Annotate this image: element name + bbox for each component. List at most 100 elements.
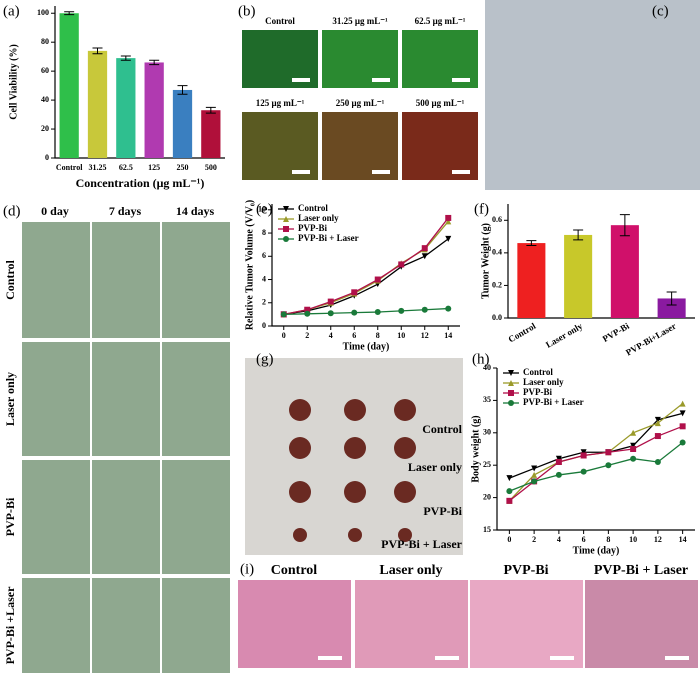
bar xyxy=(59,13,79,158)
mouse-image xyxy=(162,460,230,574)
x-tick-label: 10 xyxy=(629,535,637,544)
scale-bar xyxy=(435,656,459,660)
bar xyxy=(610,225,639,318)
image-label: Laser only xyxy=(379,563,442,578)
x-tick-label: 8 xyxy=(376,331,380,340)
data-point xyxy=(630,429,637,436)
data-point xyxy=(679,400,686,407)
x-tick-label: Control xyxy=(507,321,538,345)
image-label: 250 μg mL⁻¹ xyxy=(336,98,385,108)
bar xyxy=(87,50,108,158)
tumor xyxy=(394,399,416,421)
y-tick-label: 40 xyxy=(41,95,49,104)
bar xyxy=(657,298,686,318)
data-point xyxy=(280,311,287,318)
x-tick-label: 12 xyxy=(654,535,662,544)
x-tick-label: 10 xyxy=(397,331,405,340)
image-label: 125 μg mL⁻¹ xyxy=(256,98,305,108)
mouse-image xyxy=(92,578,160,673)
data-point xyxy=(506,497,513,504)
histology-image xyxy=(238,580,351,668)
legend-label: PVP-Bi + Laser xyxy=(298,233,359,243)
y-tick-label: 30 xyxy=(483,428,491,437)
data-point xyxy=(630,442,637,449)
tumor xyxy=(394,437,416,459)
tumor xyxy=(344,437,366,459)
error-bar xyxy=(120,55,131,61)
y-tick-label: 60 xyxy=(41,66,49,75)
y-tick-label: 15 xyxy=(483,525,491,534)
scale-bar xyxy=(452,170,470,174)
column-label: 0 day xyxy=(41,204,69,218)
mouse-image xyxy=(92,460,160,574)
x-tick-label: 250 xyxy=(177,163,189,172)
x-axis-label: Concentration (μg mL⁻¹) xyxy=(76,176,205,190)
fluorescence-image xyxy=(402,112,478,180)
legend-marker xyxy=(508,400,514,406)
legend-marker xyxy=(508,390,514,396)
legend-label: Laser only xyxy=(523,377,564,387)
data-point xyxy=(445,214,452,221)
x-tick-label: 125 xyxy=(148,163,160,172)
scale-bar xyxy=(452,78,470,82)
x-tick-label: PVP-Bi+Laser xyxy=(624,321,678,358)
data-point xyxy=(506,488,513,495)
data-point xyxy=(555,471,562,478)
bar xyxy=(564,234,593,318)
tumor xyxy=(398,528,412,542)
legend-label: PVP-Bi xyxy=(523,387,552,397)
y-tick-label: 0 xyxy=(45,153,49,162)
data-point xyxy=(555,455,562,462)
data-point xyxy=(679,410,686,417)
error-bar xyxy=(619,214,630,237)
tumor xyxy=(348,528,362,542)
y-tick-label: 40 xyxy=(483,363,491,372)
mouse-image xyxy=(92,222,160,338)
x-tick-label: 6 xyxy=(352,331,356,340)
scale-bar xyxy=(292,170,310,174)
data-point xyxy=(679,423,686,430)
data-point xyxy=(531,471,538,478)
legend-marker xyxy=(283,236,289,242)
data-point xyxy=(506,475,513,482)
x-tick-label: 6 xyxy=(582,535,586,544)
error-bar xyxy=(177,85,188,95)
tumor xyxy=(344,399,366,421)
data-point xyxy=(304,306,311,313)
histology-image xyxy=(470,580,583,668)
data-point xyxy=(374,309,381,316)
tumor xyxy=(289,399,311,421)
data-point xyxy=(421,245,428,252)
scale-bar xyxy=(318,656,342,660)
x-tick-label: 2 xyxy=(305,331,309,340)
data-point xyxy=(327,310,334,317)
x-tick-label: 0 xyxy=(282,331,286,340)
data-point xyxy=(605,449,612,456)
mouse-image xyxy=(22,222,90,338)
x-tick-label: 62.5 xyxy=(119,163,133,172)
data-point xyxy=(630,455,637,462)
error-bar xyxy=(205,106,216,114)
data-point xyxy=(445,235,452,242)
x-tick-label: 14 xyxy=(444,331,452,340)
data-point xyxy=(398,307,405,314)
mouse-image xyxy=(162,578,230,673)
data-point xyxy=(630,446,637,452)
series-line xyxy=(283,307,449,316)
y-tick-label: 100 xyxy=(37,8,49,17)
bar xyxy=(144,62,164,159)
y-tick-label: 20 xyxy=(483,492,491,501)
data-point xyxy=(531,478,538,485)
bar xyxy=(172,89,193,158)
row-label: Laser only xyxy=(408,460,462,474)
y-tick-label: 20 xyxy=(41,124,49,133)
y-tick-label: 2 xyxy=(262,298,266,307)
panel-label: (a) xyxy=(3,3,20,19)
histology-image xyxy=(355,580,468,668)
legend-marker xyxy=(283,206,289,212)
x-tick-label: 4 xyxy=(557,535,561,544)
mouse-image xyxy=(162,342,230,456)
image-label: 500 μg mL⁻¹ xyxy=(416,98,465,108)
data-point xyxy=(605,462,612,469)
data-point xyxy=(580,449,587,456)
